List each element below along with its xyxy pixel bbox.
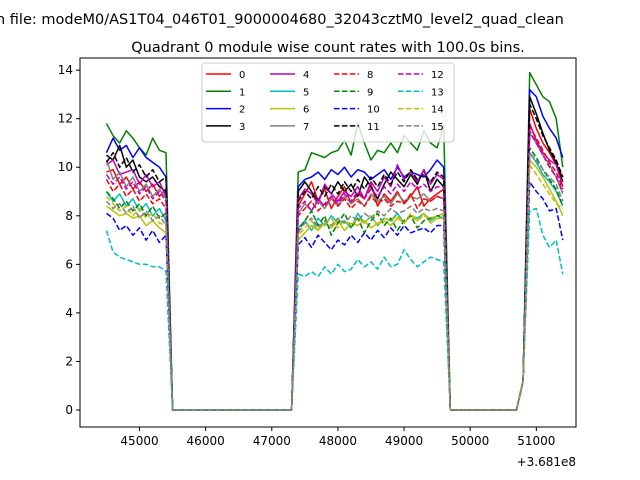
x-tick-label: 48000 <box>319 434 357 448</box>
legend-label-14: 14 <box>431 105 444 116</box>
y-tick-label: 14 <box>58 63 73 77</box>
legend-label-3: 3 <box>239 122 245 133</box>
x-tick-label: 51000 <box>517 434 555 448</box>
legend-label-0: 0 <box>239 70 245 81</box>
y-tick-label: 4 <box>65 306 73 320</box>
x-tick-label: 49000 <box>385 434 423 448</box>
x-tick-label: 46000 <box>187 434 225 448</box>
x-tick-label: 47000 <box>253 434 291 448</box>
legend-frame <box>201 62 455 143</box>
legend-label-6: 6 <box>303 105 309 116</box>
axes-frame <box>79 57 577 428</box>
legend-label-10: 10 <box>367 105 380 116</box>
legend-label-7: 7 <box>303 122 309 133</box>
x-tick-label: 45000 <box>120 434 158 448</box>
chart-title: Quadrant 0 module wise count rates with … <box>131 40 525 56</box>
x-axis: 45000 46000 47000 48000 49000 50000 51000 <box>120 427 555 448</box>
legend-label-1: 1 <box>239 87 245 98</box>
legend-label-12: 12 <box>431 70 444 81</box>
y-tick-label: 0 <box>65 403 73 417</box>
legend-label-5: 5 <box>303 87 309 98</box>
figure-suptitle: n file: modeM0/AS1T04_046T01_9000004680_… <box>0 12 564 28</box>
y-tick-label: 10 <box>58 160 73 174</box>
legend-label-9: 9 <box>367 87 373 98</box>
legend-label-13: 13 <box>431 87 444 98</box>
x-tick-label: 50000 <box>451 434 489 448</box>
y-axis: 0 2 4 6 8 10 12 14 <box>58 63 80 417</box>
y-tick-label: 12 <box>58 112 73 126</box>
x-axis-offset-label: +3.681e8 <box>517 455 576 469</box>
y-tick-label: 8 <box>65 209 73 223</box>
plot-area <box>105 71 564 411</box>
series-line-15 <box>105 151 564 411</box>
y-tick-label: 6 <box>65 257 73 271</box>
legend-label-8: 8 <box>367 70 373 81</box>
legend-label-2: 2 <box>239 105 245 116</box>
legend-label-15: 15 <box>431 122 444 133</box>
legend-label-4: 4 <box>303 70 309 81</box>
y-tick-label: 2 <box>65 354 73 368</box>
legend-label-11: 11 <box>367 122 380 133</box>
